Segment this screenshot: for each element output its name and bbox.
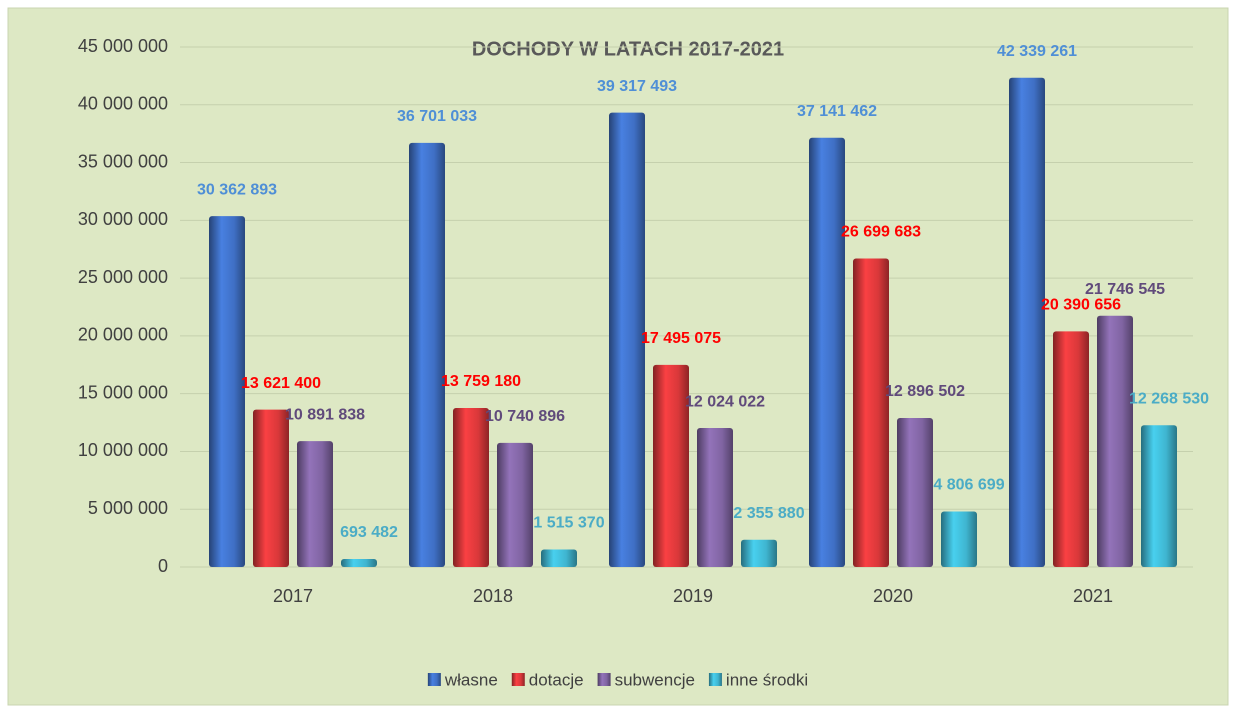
value-label: 42 339 261 (997, 43, 1077, 60)
y-tick-label: 10 000 000 (78, 440, 168, 460)
legend-swatch (708, 673, 722, 686)
y-tick-label: 30 000 000 (78, 209, 168, 229)
bar (453, 408, 489, 567)
value-label: 693 482 (340, 524, 398, 541)
value-label: 17 495 075 (641, 330, 721, 347)
bar (1097, 315, 1133, 567)
value-label: 37 141 462 (797, 103, 877, 120)
value-label: 26 699 683 (841, 224, 921, 241)
legend-label: własne (444, 670, 498, 689)
x-tick-label: 2020 (873, 586, 913, 606)
legend-label: subwencje (615, 670, 695, 689)
x-tick-label: 2017 (273, 586, 313, 606)
bar (341, 558, 377, 567)
legend-swatch (427, 673, 441, 686)
value-label: 20 390 656 (1041, 297, 1121, 314)
bar (741, 539, 777, 567)
value-label: 10 740 896 (485, 408, 565, 425)
y-tick-label: 15 000 000 (78, 382, 168, 402)
bar (253, 409, 289, 567)
legend-swatch (597, 673, 611, 686)
x-tick-label: 2021 (1073, 586, 1113, 606)
bar (897, 417, 933, 567)
bar (941, 511, 977, 567)
y-tick-label: 25 000 000 (78, 267, 168, 287)
bar (809, 137, 845, 568)
legend-swatch (511, 673, 525, 686)
y-tick-label: 20 000 000 (78, 325, 168, 345)
bar (697, 428, 733, 567)
bar (609, 112, 645, 568)
legend: własne dotacje subwencje inne środki (427, 670, 808, 689)
bar (653, 364, 689, 567)
legend-label: dotacje (529, 670, 584, 689)
value-label: 30 362 893 (197, 181, 277, 198)
x-tick-label: 2018 (473, 586, 513, 606)
y-tick-label: 0 (158, 556, 168, 576)
y-tick-label: 40 000 000 (78, 94, 168, 114)
value-label: 12 896 502 (885, 383, 965, 400)
value-label: 10 891 838 (285, 406, 365, 423)
value-label: 21 746 545 (1085, 281, 1165, 298)
value-label: 4 806 699 (933, 477, 1004, 494)
bar (1009, 77, 1045, 568)
x-tick-label: 2019 (673, 586, 713, 606)
bar (1053, 331, 1089, 567)
bar (409, 142, 445, 567)
bar (541, 549, 577, 567)
bar (853, 258, 889, 567)
bar (497, 442, 533, 567)
bar (1141, 425, 1177, 567)
value-label: 2 355 880 (733, 505, 804, 522)
value-label: 12 268 530 (1129, 390, 1209, 407)
y-tick-label: 35 000 000 (78, 151, 168, 171)
value-label: 13 621 400 (241, 375, 321, 392)
value-label: 1 515 370 (533, 515, 604, 532)
value-label: 12 024 022 (685, 393, 765, 410)
bar (209, 216, 245, 568)
bar (297, 441, 333, 567)
value-label: 13 759 180 (441, 373, 521, 390)
legend-label: inne środki (726, 670, 808, 689)
value-label: 39 317 493 (597, 78, 677, 95)
y-tick-label: 45 000 000 (78, 36, 168, 56)
chart-title: DOCHODY W LATACH 2017-2021 (472, 38, 784, 60)
y-tick-label: 5 000 000 (88, 498, 168, 518)
value-label: 36 701 033 (397, 108, 477, 125)
